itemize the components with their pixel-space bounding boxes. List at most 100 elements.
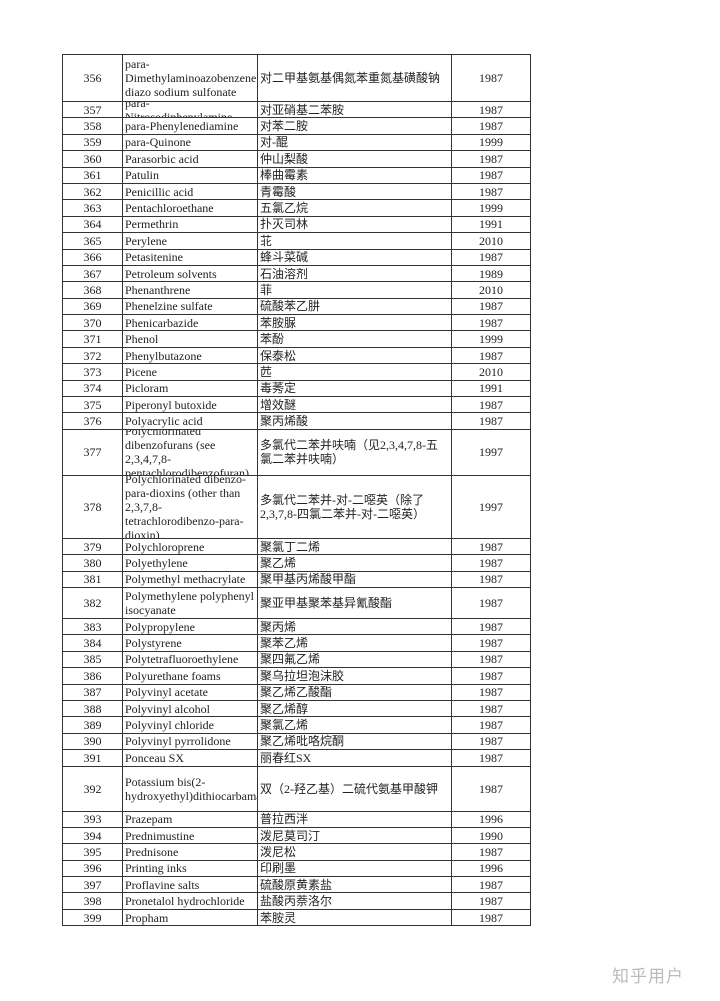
english-name-cell: Polymethyl methacrylate bbox=[123, 571, 258, 587]
year-cell: 1987 bbox=[452, 167, 531, 183]
row-number-cell: 372 bbox=[63, 347, 123, 364]
chinese-name-cell: 对亚硝基二苯胺 bbox=[258, 102, 452, 118]
english-name-cell: Polychloroprene bbox=[123, 538, 258, 555]
chinese-name-cell: 泼尼莫司汀 bbox=[258, 827, 452, 844]
english-name: Proflavine salts bbox=[125, 877, 200, 892]
english-name-cell: Polystyrene bbox=[123, 635, 258, 651]
english-name: Phenicarbazide bbox=[125, 315, 199, 330]
english-name-cell: Polyacrylic acid bbox=[123, 413, 258, 429]
year-cell: 1987 bbox=[452, 151, 531, 167]
english-name-cell: Phenol bbox=[123, 331, 258, 347]
chinese-name: 毒莠定 bbox=[260, 381, 297, 396]
english-name-cell: para-Dimethylaminoazobenzene diazo sodiu… bbox=[123, 55, 258, 101]
chinese-name: 青霉酸 bbox=[260, 184, 297, 199]
year: 1987 bbox=[479, 619, 503, 634]
chinese-name-cell: 聚乙烯乙酸酯 bbox=[258, 684, 452, 700]
chinese-name-cell: 青霉酸 bbox=[258, 183, 452, 200]
year: 1987 bbox=[479, 397, 503, 412]
chinese-name: 苉 bbox=[260, 364, 273, 379]
chinese-name-cell: 丽春红SX bbox=[258, 750, 452, 766]
row-number-cell: 369 bbox=[63, 298, 123, 315]
chinese-name: 聚乙烯醇 bbox=[260, 701, 309, 716]
year-cell: 1987 bbox=[452, 587, 531, 618]
row-number-cell: 360 bbox=[63, 151, 123, 167]
year: 1996 bbox=[479, 812, 503, 827]
chinese-name-cell: 双（2-羟乙基）二硫代氨基甲酸钾 bbox=[258, 766, 452, 811]
year: 1987 bbox=[479, 315, 503, 330]
chinese-name: 棒曲霉素 bbox=[260, 168, 309, 183]
english-name: para-Phenylenediamine bbox=[125, 119, 239, 134]
table-row: 384 Polystyrene 聚苯乙烯 1987 bbox=[63, 635, 531, 652]
row-number: 393 bbox=[83, 812, 102, 827]
row-number-cell: 357 bbox=[63, 102, 123, 118]
year: 1997 bbox=[479, 499, 503, 514]
table-row: 374 Picloram 毒莠定 1991 bbox=[63, 380, 531, 398]
year-cell: 1990 bbox=[452, 827, 531, 844]
chinese-name-cell: 聚乙烯 bbox=[258, 555, 452, 571]
row-number-cell: 385 bbox=[63, 651, 123, 668]
year: 1987 bbox=[479, 701, 503, 716]
table-row: 392 Potassium bis(2-hydroxyethyl)dithioca… bbox=[63, 766, 531, 812]
table-row: 375 Piperonyl butoxide 增效醚 1987 bbox=[63, 397, 531, 414]
row-number-cell: 368 bbox=[63, 282, 123, 298]
english-name-cell: Picloram bbox=[123, 380, 258, 397]
year-cell: 1987 bbox=[452, 668, 531, 684]
table-row: 385 Polytetrafluoroethylene 聚四氟乙烯 1987 bbox=[63, 651, 531, 669]
row-number-cell: 365 bbox=[63, 233, 123, 249]
table-row: 368 Phenanthrene 菲 2010 bbox=[63, 282, 531, 299]
english-name: Ponceau SX bbox=[125, 750, 184, 765]
table-row: 369 Phenelzine sulfate 硫酸苯乙肼 1987 bbox=[63, 298, 531, 316]
year-cell: 1996 bbox=[452, 811, 531, 827]
english-name: Polyvinyl alcohol bbox=[125, 701, 210, 716]
english-name-cell: Polyvinyl pyrrolidone bbox=[123, 733, 258, 750]
english-name: Polymethyl methacrylate bbox=[125, 572, 246, 587]
year-cell: 1987 bbox=[452, 651, 531, 668]
chinese-name: 苯胺灵 bbox=[260, 910, 297, 925]
year: 1987 bbox=[479, 685, 503, 700]
year: 1987 bbox=[479, 184, 503, 199]
year-cell: 1987 bbox=[452, 413, 531, 429]
year-cell: 1987 bbox=[452, 766, 531, 811]
row-number: 382 bbox=[83, 595, 102, 610]
row-number-cell: 389 bbox=[63, 717, 123, 733]
english-name-cell: Piperonyl butoxide bbox=[123, 397, 258, 413]
year-cell: 1987 bbox=[452, 571, 531, 587]
row-number-cell: 356 bbox=[63, 55, 123, 101]
english-name-cell: para-Nitrosodiphenylamine bbox=[123, 102, 258, 118]
year: 1987 bbox=[479, 844, 503, 859]
row-number-cell: 362 bbox=[63, 183, 123, 200]
year: 1987 bbox=[479, 595, 503, 610]
year-cell: 1999 bbox=[452, 331, 531, 347]
english-name-cell: Prednisone bbox=[123, 844, 258, 860]
row-number-cell: 363 bbox=[63, 200, 123, 216]
english-name: Polystyrene bbox=[125, 636, 182, 651]
chinese-name-cell: 苉 bbox=[258, 364, 452, 380]
english-name: Printing inks bbox=[125, 861, 187, 876]
chinese-name: 苯酚 bbox=[260, 332, 285, 347]
row-number: 385 bbox=[83, 652, 102, 667]
chinese-name: 泼尼松 bbox=[260, 844, 297, 859]
english-name-cell: Picene bbox=[123, 364, 258, 380]
chinese-name: 聚乌拉坦泡沫胶 bbox=[260, 668, 345, 683]
row-number: 396 bbox=[83, 861, 102, 876]
english-name: Picloram bbox=[125, 381, 169, 396]
table-row: 358 para-Phenylenediamine 对苯二胺 1987 bbox=[63, 118, 531, 135]
english-name-cell: Pentachloroethane bbox=[123, 200, 258, 216]
table-row: 363 Pentachloroethane 五氯乙烷 1999 bbox=[63, 200, 531, 217]
english-name: Polychlorinated dibenzo-para-dioxins (ot… bbox=[125, 475, 246, 538]
table-row: 362 Penicillic acid 青霉酸 1987 bbox=[63, 183, 531, 201]
chinese-name: 多氯代二苯并-对-二噁英（除了2,3,7,8-四氯二苯并-对-二噁英） bbox=[260, 492, 425, 521]
row-number-cell: 379 bbox=[63, 538, 123, 555]
year: 1991 bbox=[479, 217, 503, 232]
english-name: Prazepam bbox=[125, 812, 173, 827]
row-number: 372 bbox=[83, 348, 102, 363]
chinese-name-cell: 硫酸原黄素盐 bbox=[258, 877, 452, 893]
row-number: 398 bbox=[83, 894, 102, 909]
year-cell: 1997 bbox=[452, 475, 531, 538]
year-cell: 1987 bbox=[452, 555, 531, 571]
year-cell: 1999 bbox=[452, 200, 531, 216]
year-cell: 1987 bbox=[452, 684, 531, 700]
table-row: 395 Prednisone 泼尼松 1987 bbox=[63, 844, 531, 861]
english-name: Polyurethane foams bbox=[125, 668, 221, 683]
table-row: 367 Petroleum solvents 石油溶剂 1989 bbox=[63, 265, 531, 283]
